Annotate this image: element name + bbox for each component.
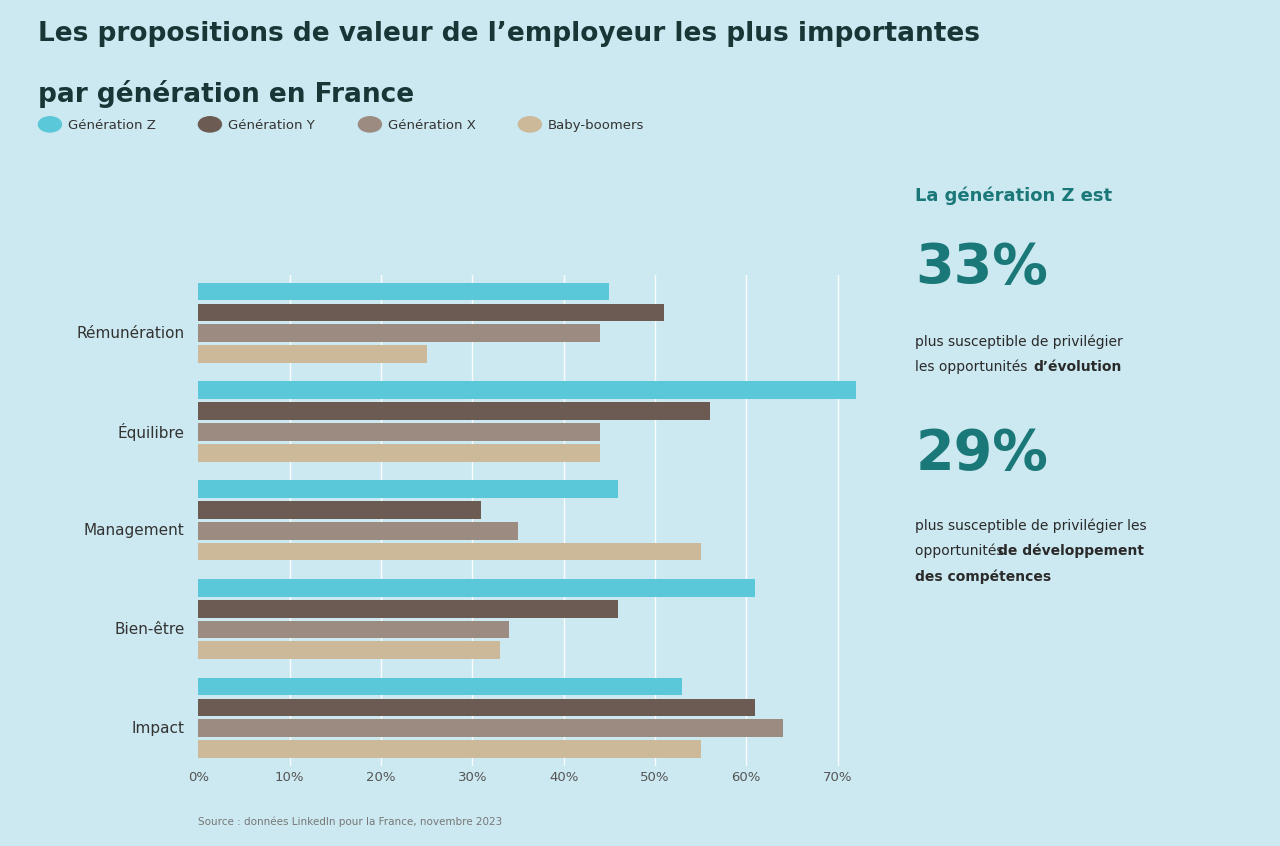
Bar bbox=[198, 283, 609, 300]
Text: 33%: 33% bbox=[915, 241, 1048, 295]
Bar bbox=[198, 501, 481, 519]
Text: plus susceptible de privilégier: plus susceptible de privilégier bbox=[915, 334, 1123, 349]
Bar bbox=[198, 699, 755, 717]
Text: les opportunités: les opportunités bbox=[915, 360, 1032, 374]
Bar bbox=[198, 403, 709, 420]
Bar bbox=[198, 678, 682, 695]
Bar bbox=[198, 621, 509, 639]
Bar bbox=[198, 719, 783, 737]
Bar bbox=[198, 304, 664, 321]
Text: par génération en France: par génération en France bbox=[38, 80, 415, 108]
Bar bbox=[198, 444, 600, 462]
Text: Source : données LinkedIn pour la France, novembre 2023: Source : données LinkedIn pour la France… bbox=[198, 817, 503, 827]
Text: Génération Y: Génération Y bbox=[228, 118, 315, 132]
Text: Génération X: Génération X bbox=[388, 118, 476, 132]
Bar bbox=[198, 382, 856, 399]
Bar bbox=[198, 423, 600, 441]
Bar bbox=[198, 579, 755, 596]
Text: d’évolution: d’évolution bbox=[1033, 360, 1121, 374]
Bar bbox=[198, 543, 700, 560]
Text: La génération Z est: La génération Z est bbox=[915, 186, 1112, 205]
Text: des compétences: des compétences bbox=[915, 569, 1051, 584]
Text: plus susceptible de privilégier les: plus susceptible de privilégier les bbox=[915, 519, 1147, 533]
Bar bbox=[198, 740, 700, 758]
Bar bbox=[198, 481, 618, 498]
Bar bbox=[198, 641, 499, 659]
Text: opportunités: opportunités bbox=[915, 544, 1009, 558]
Text: Les propositions de valeur de l’employeur les plus importantes: Les propositions de valeur de l’employeu… bbox=[38, 21, 980, 47]
Text: Génération Z: Génération Z bbox=[68, 118, 156, 132]
Bar bbox=[198, 522, 518, 540]
Text: 29%: 29% bbox=[915, 427, 1048, 481]
Bar bbox=[198, 600, 618, 618]
Bar bbox=[198, 324, 600, 342]
Text: de développement: de développement bbox=[998, 544, 1144, 558]
Text: Baby-boomers: Baby-boomers bbox=[548, 118, 644, 132]
Bar bbox=[198, 345, 426, 363]
